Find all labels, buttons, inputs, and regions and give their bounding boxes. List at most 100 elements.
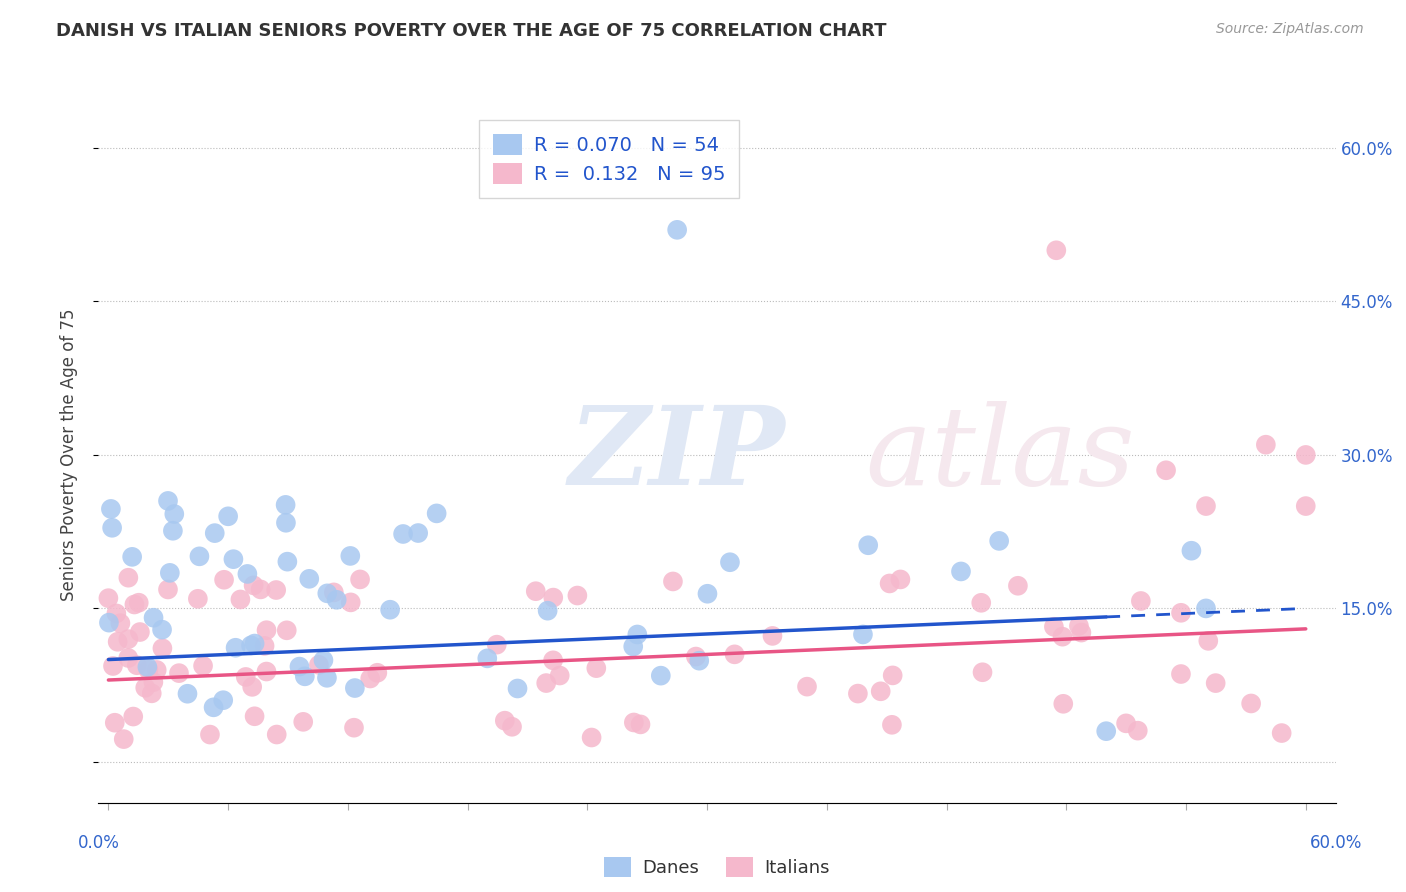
Text: atlas: atlas bbox=[866, 401, 1135, 508]
Point bbox=[852, 627, 875, 641]
Point bbox=[1180, 543, 1202, 558]
Point bbox=[506, 681, 529, 696]
Point bbox=[1195, 499, 1218, 513]
Point bbox=[581, 731, 603, 745]
Point bbox=[235, 670, 257, 684]
Point bbox=[298, 572, 321, 586]
Point bbox=[225, 640, 247, 655]
Point bbox=[274, 498, 297, 512]
Point bbox=[256, 623, 278, 637]
Point bbox=[534, 676, 557, 690]
Point bbox=[1129, 594, 1152, 608]
Point bbox=[343, 681, 366, 695]
Point bbox=[249, 582, 271, 597]
Point bbox=[117, 632, 139, 646]
Point bbox=[869, 684, 891, 698]
Point bbox=[176, 687, 198, 701]
Point bbox=[1043, 620, 1066, 634]
Point bbox=[294, 669, 316, 683]
Point bbox=[623, 715, 645, 730]
Point bbox=[217, 509, 239, 524]
Point bbox=[1067, 619, 1090, 633]
Y-axis label: Seniors Poverty Over the Age of 75: Seniors Poverty Over the Age of 75 bbox=[59, 309, 77, 601]
Point bbox=[723, 648, 745, 662]
Point bbox=[1295, 499, 1317, 513]
Point bbox=[253, 639, 276, 653]
Point bbox=[141, 686, 163, 700]
Point bbox=[150, 623, 173, 637]
Point bbox=[988, 533, 1011, 548]
Text: ZIP: ZIP bbox=[568, 401, 785, 508]
Point bbox=[112, 732, 135, 747]
Point bbox=[316, 586, 339, 600]
Point bbox=[650, 668, 672, 682]
Point bbox=[187, 591, 209, 606]
Point bbox=[242, 578, 264, 592]
Point bbox=[585, 661, 607, 675]
Point bbox=[1295, 448, 1317, 462]
Point bbox=[128, 596, 150, 610]
Point bbox=[880, 718, 903, 732]
Point bbox=[696, 587, 718, 601]
Point bbox=[406, 526, 429, 541]
Point bbox=[134, 681, 156, 695]
Point bbox=[136, 660, 159, 674]
Point bbox=[117, 651, 139, 665]
Point bbox=[276, 624, 298, 638]
Point bbox=[152, 641, 174, 656]
Point bbox=[796, 680, 818, 694]
Point bbox=[266, 727, 288, 741]
Point bbox=[243, 709, 266, 723]
Point bbox=[156, 494, 179, 508]
Text: DANISH VS ITALIAN SENIORS POVERTY OVER THE AGE OF 75 CORRELATION CHART: DANISH VS ITALIAN SENIORS POVERTY OVER T… bbox=[56, 22, 887, 40]
Point bbox=[316, 671, 339, 685]
Point bbox=[198, 728, 221, 742]
Point bbox=[666, 223, 689, 237]
Point bbox=[882, 668, 904, 682]
Point bbox=[339, 549, 361, 563]
Legend: Danes, Italians: Danes, Italians bbox=[598, 850, 837, 884]
Point bbox=[264, 582, 287, 597]
Point bbox=[236, 566, 259, 581]
Point bbox=[156, 582, 179, 597]
Point bbox=[541, 653, 564, 667]
Point bbox=[322, 585, 344, 599]
Point bbox=[122, 709, 145, 723]
Point bbox=[494, 714, 516, 728]
Point bbox=[366, 665, 388, 680]
Point bbox=[256, 665, 278, 679]
Point bbox=[688, 654, 710, 668]
Point bbox=[136, 663, 159, 677]
Point bbox=[292, 714, 315, 729]
Point bbox=[858, 538, 880, 552]
Point bbox=[846, 687, 869, 701]
Point bbox=[537, 604, 560, 618]
Point bbox=[1197, 633, 1219, 648]
Point bbox=[191, 658, 214, 673]
Point bbox=[312, 653, 335, 667]
Text: 60.0%: 60.0% bbox=[1309, 834, 1362, 852]
Point bbox=[1195, 601, 1218, 615]
Point bbox=[477, 651, 499, 665]
Point bbox=[129, 625, 152, 640]
Point bbox=[1126, 723, 1149, 738]
Point bbox=[567, 589, 589, 603]
Point bbox=[163, 507, 186, 521]
Point bbox=[889, 573, 911, 587]
Point bbox=[124, 598, 146, 612]
Point bbox=[243, 636, 266, 650]
Point bbox=[349, 573, 371, 587]
Point bbox=[276, 555, 298, 569]
Point bbox=[202, 700, 225, 714]
Point bbox=[1170, 667, 1192, 681]
Point bbox=[212, 573, 235, 587]
Point bbox=[101, 659, 124, 673]
Point bbox=[204, 526, 226, 541]
Point bbox=[107, 634, 129, 648]
Point bbox=[104, 715, 127, 730]
Point bbox=[1154, 463, 1177, 477]
Point bbox=[761, 629, 783, 643]
Point bbox=[167, 666, 190, 681]
Point bbox=[626, 627, 648, 641]
Point bbox=[972, 665, 994, 680]
